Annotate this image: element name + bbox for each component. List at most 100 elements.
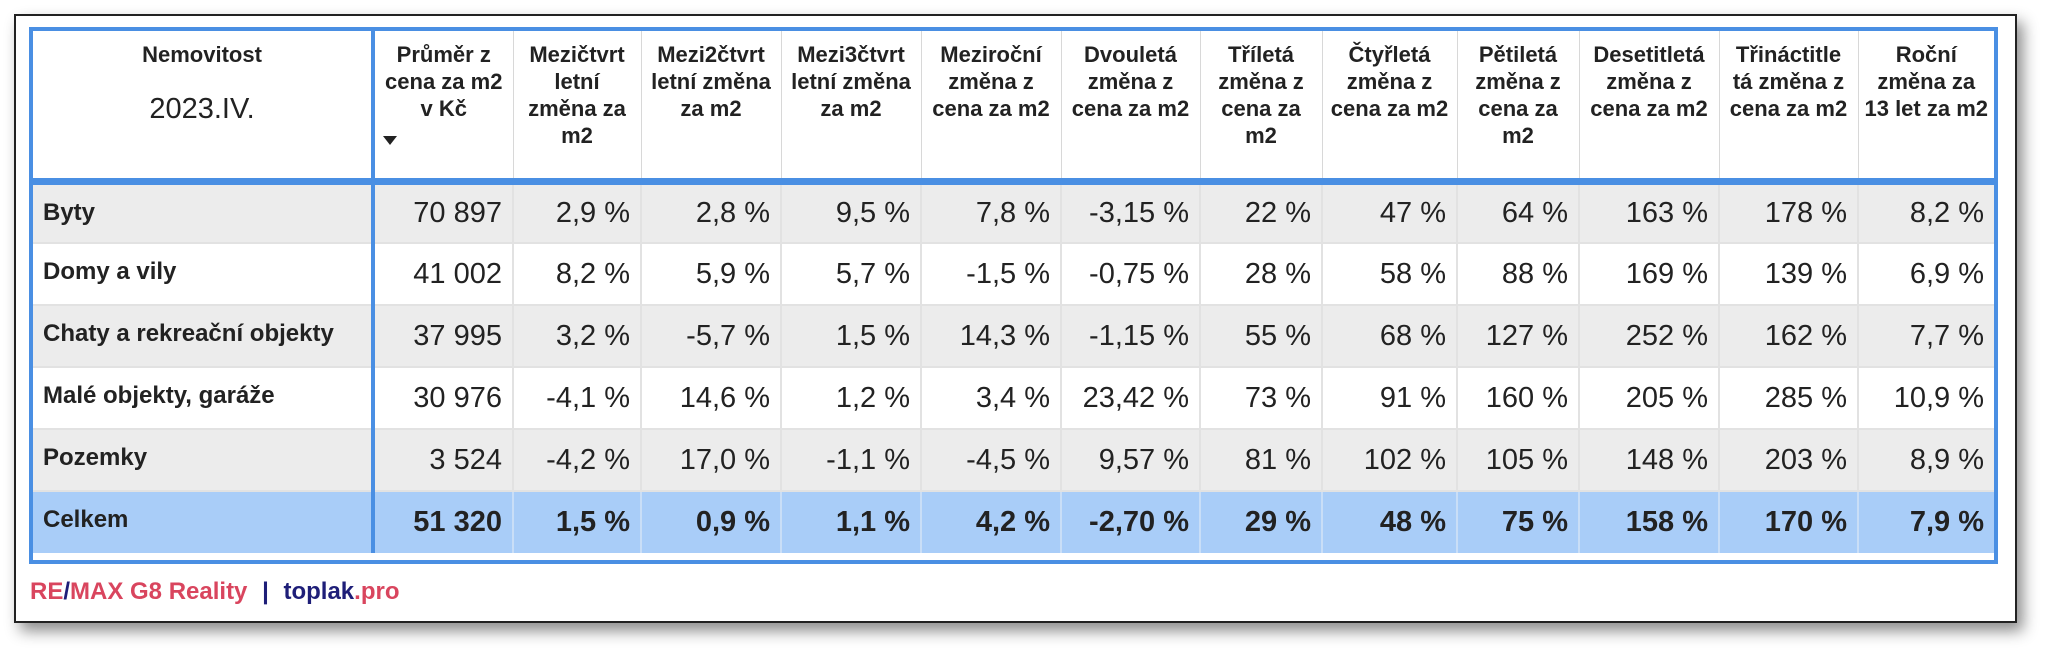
column-header[interactable]: Dvouletá změna z cena za m2 [1061, 31, 1201, 185]
table-cell: 48 % [1322, 491, 1458, 553]
table-cell: 252 % [1579, 305, 1720, 368]
table-cell: 6,9 % [1858, 243, 1994, 306]
table-cell: 1,5 % [513, 491, 642, 553]
table-cell: 148 % [1579, 429, 1720, 492]
brand-part1: RE [30, 578, 64, 605]
table-cell: -4,2 % [513, 429, 642, 492]
table-cell: -1,15 % [1061, 305, 1201, 368]
column-header-label: Mezičtvrt letní změna za m2 [528, 42, 626, 148]
column-header[interactable]: Meziroční změna z cena za m2 [921, 31, 1062, 185]
table-cell: 8,2 % [1858, 181, 1994, 244]
column-header-label: Pětiletá změna z cena za m2 [1475, 42, 1561, 148]
table-cell: 22 % [1200, 181, 1323, 244]
header-row: Nemovitost 2023.IV. Průměr z cena za m2 … [33, 31, 1994, 185]
table-cell: 81 % [1200, 429, 1323, 492]
column-header-property-title: Nemovitost [142, 42, 262, 67]
table-cell: 37 995 [373, 305, 514, 368]
column-header-label: Desetitletá změna z cena za m2 [1590, 42, 1708, 121]
table-cell: 9,5 % [781, 181, 922, 244]
table-cell: 139 % [1719, 243, 1859, 306]
brand-part2: MAX G8 Reality [70, 578, 248, 605]
column-header-label: Mezi3čtvrt letní změna za m2 [791, 42, 911, 121]
column-header[interactable]: Tříletá změna z cena za m2 [1200, 31, 1323, 185]
column-header[interactable]: Třináctitle tá změna z cena za m2 [1719, 31, 1859, 185]
table-cell: -4,5 % [921, 429, 1062, 492]
table-row: Pozemky 3 524 -4,2 % 17,0 % -1,1 % -4,5 % 9,57… [33, 429, 1994, 492]
row-label: Chaty a rekreační objekty [33, 305, 375, 368]
row-label: Pozemky [33, 429, 375, 492]
period-label: 2023.IV. [149, 93, 255, 125]
table-cell: 169 % [1579, 243, 1720, 306]
table-cell: 205 % [1579, 367, 1720, 430]
column-header-avg-price[interactable]: Průměr z cena za m2 v Kč [373, 31, 514, 185]
table-cell: 9,57 % [1061, 429, 1201, 492]
table-row: Malé objekty, garáže 30 976 -4,1 % 14,6 % 1,… [33, 367, 1994, 430]
table-cell: -3,15 % [1061, 181, 1201, 244]
row-label: Celkem [33, 491, 375, 553]
table-cell: 29 % [1200, 491, 1323, 553]
table-cell: 28 % [1200, 243, 1323, 306]
table-cell: 5,7 % [781, 243, 922, 306]
row-label: Byty [33, 181, 375, 244]
report-card: Nemovitost 2023.IV. Průměr z cena za m2 … [14, 14, 2017, 623]
column-header-label: Roční změna za 13 let za m2 [1864, 42, 1988, 121]
table-cell: 17,0 % [641, 429, 782, 492]
table-body: Byty 70 897 2,9 % 2,8 % 9,5 % 7,8 % -3,15 % 22 … [33, 181, 1994, 553]
table-row: Chaty a rekreační objekty 37 995 3,2 % -5,7… [33, 305, 1994, 368]
table-cell: 1,5 % [781, 305, 922, 368]
total-row: Celkem 51 320 1,5 % 0,9 % 1,1 % 4,2 % -2,70 % 2… [33, 491, 1994, 553]
row-label: Malé objekty, garáže [33, 367, 375, 430]
table-cell: 23,42 % [1061, 367, 1201, 430]
column-header[interactable]: Mezi3čtvrt letní změna za m2 [781, 31, 922, 185]
table-cell: 47 % [1322, 181, 1458, 244]
table-cell: 7,7 % [1858, 305, 1994, 368]
table-cell: 285 % [1719, 367, 1859, 430]
table-cell: 5,9 % [641, 243, 782, 306]
column-header[interactable]: Roční změna za 13 let za m2 [1858, 31, 1994, 185]
table-cell: 162 % [1719, 305, 1859, 368]
table-cell: 1,1 % [781, 491, 922, 553]
table-cell: 2,9 % [513, 181, 642, 244]
table-cell: 4,2 % [921, 491, 1062, 553]
sort-descending-icon[interactable] [383, 136, 397, 145]
table-cell: 55 % [1200, 305, 1323, 368]
table-cell: 7,8 % [921, 181, 1062, 244]
table-cell: 75 % [1457, 491, 1580, 553]
column-header[interactable]: Desetitletá změna z cena za m2 [1579, 31, 1720, 185]
table-cell: 2,8 % [641, 181, 782, 244]
table-row: Byty 70 897 2,9 % 2,8 % 9,5 % 7,8 % -3,15 % 22 … [33, 181, 1994, 244]
table-cell: 51 320 [373, 491, 514, 553]
table-cell: 160 % [1457, 367, 1580, 430]
column-header[interactable]: Pětiletá změna z cena za m2 [1457, 31, 1580, 185]
table-cell: 14,6 % [641, 367, 782, 430]
column-header[interactable]: Mezičtvrt letní změna za m2 [513, 31, 642, 185]
table-cell: 41 002 [373, 243, 514, 306]
column-header-label: Mezi2čtvrt letní změna za m2 [651, 42, 771, 121]
column-header-label: Dvouletá změna z cena za m2 [1071, 42, 1190, 121]
table-cell: 10,9 % [1858, 367, 1994, 430]
column-header[interactable]: Čtyřletá změna z cena za m2 [1322, 31, 1458, 185]
site-name: toplak [283, 578, 355, 605]
table-cell: 102 % [1322, 429, 1458, 492]
table-cell: 1,2 % [781, 367, 922, 430]
table-frame: Nemovitost 2023.IV. Průměr z cena za m2 … [29, 27, 1998, 564]
table-cell: -1,5 % [921, 243, 1062, 306]
table-cell: 73 % [1200, 367, 1323, 430]
table-cell: 70 897 [373, 181, 514, 244]
table-cell: 203 % [1719, 429, 1859, 492]
site-tld: .pro [354, 578, 400, 605]
table-row: Domy a vily 41 002 8,2 % 5,9 % 5,7 % -1,5 % -0… [33, 243, 1994, 306]
table-cell: 91 % [1322, 367, 1458, 430]
column-header-property: Nemovitost 2023.IV. [33, 31, 375, 185]
table-cell: 163 % [1579, 181, 1720, 244]
column-header-label: Čtyřletá změna z cena za m2 [1330, 42, 1449, 121]
table-cell: -5,7 % [641, 305, 782, 368]
column-header[interactable]: Mezi2čtvrt letní změna za m2 [641, 31, 782, 185]
table-cell: 14,3 % [921, 305, 1062, 368]
table-cell: 58 % [1322, 243, 1458, 306]
table-cell: 64 % [1457, 181, 1580, 244]
table-cell: -1,1 % [781, 429, 922, 492]
table-cell: -2,70 % [1061, 491, 1201, 553]
table-cell: 158 % [1579, 491, 1720, 553]
column-header-label: Průměr z cena za m2 v Kč [385, 42, 503, 121]
